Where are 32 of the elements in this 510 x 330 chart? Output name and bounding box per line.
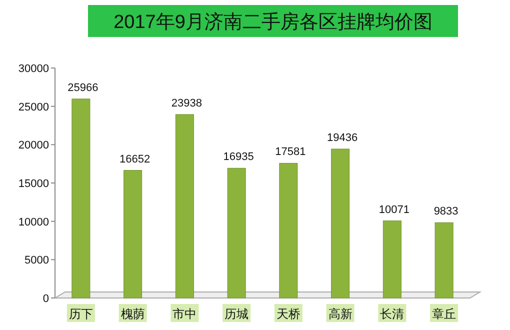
data-label: 9833 <box>434 206 458 218</box>
y-tick-label: 5000 <box>24 254 49 267</box>
y-tick-label: 10000 <box>18 216 49 228</box>
x-tick-label: 章丘 <box>432 307 456 321</box>
y-tick-label: 20000 <box>18 140 49 152</box>
bar <box>279 162 298 298</box>
bar <box>175 114 194 298</box>
data-label: 10071 <box>378 204 410 216</box>
y-tick-label: 15000 <box>18 178 49 190</box>
data-label: 16935 <box>223 151 254 164</box>
x-tick-label: 历下 <box>68 307 93 321</box>
data-label: 19436 <box>327 132 358 144</box>
data-label: 17581 <box>275 146 306 158</box>
data-label: 16652 <box>120 153 150 166</box>
chart-title: 2017年9月济南二手房各区挂牌均价图 <box>114 11 432 33</box>
x-tick-label: 槐荫 <box>120 307 145 321</box>
bar <box>227 168 246 298</box>
x-tick-label: 市中 <box>172 307 197 321</box>
bar <box>434 222 454 298</box>
x-tick-label: 历城 <box>224 307 249 321</box>
x-tick-label: 长清 <box>380 307 404 321</box>
y-tick-label: 25000 <box>18 101 49 114</box>
bar <box>124 170 142 298</box>
data-label: 23938 <box>171 97 202 110</box>
y-tick-label: 0 <box>42 293 49 305</box>
data-label: 25966 <box>68 82 98 94</box>
x-tick-label: 天桥 <box>276 307 300 321</box>
bar <box>331 148 350 298</box>
x-tick-label: 高新 <box>328 307 352 321</box>
bar <box>72 98 90 298</box>
y-tick-label: 30000 <box>18 63 49 75</box>
bar <box>382 220 402 298</box>
